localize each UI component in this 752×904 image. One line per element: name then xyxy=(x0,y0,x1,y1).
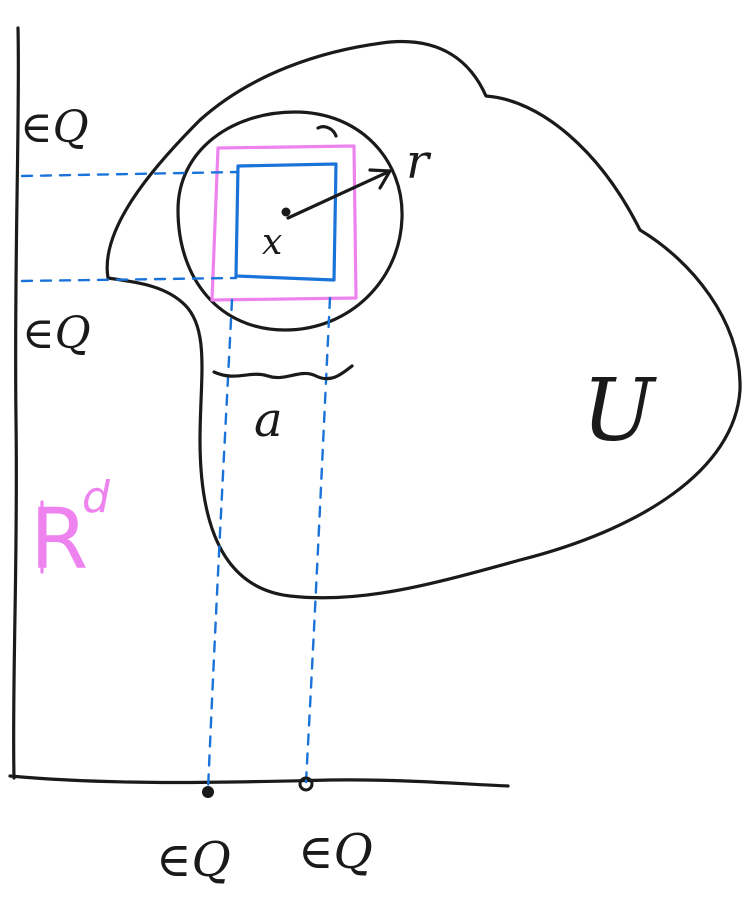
radius-label: r xyxy=(406,134,432,190)
x-rational-label-left: ∈Q xyxy=(156,832,231,888)
open-set-u xyxy=(105,39,742,600)
center-dot xyxy=(281,207,291,217)
ball-circle xyxy=(176,110,404,332)
inner-cube xyxy=(234,162,338,282)
space-label-exponent: d xyxy=(82,472,111,523)
side-brace xyxy=(212,364,354,381)
y-projection-top xyxy=(20,170,240,178)
side-label: a xyxy=(254,392,283,448)
outer-cube xyxy=(210,144,358,302)
x-point-left xyxy=(202,786,214,798)
x-projection-right xyxy=(304,296,332,784)
center-label: x xyxy=(262,222,282,263)
y-axis xyxy=(11,26,21,780)
x-axis xyxy=(8,774,510,788)
y-rational-label-bottom: ∈Q xyxy=(22,308,91,359)
radius-arrow xyxy=(286,170,390,220)
x-point-right xyxy=(298,776,314,792)
y-rational-label-top: ∈Q xyxy=(20,102,89,153)
ball-stroke-tail xyxy=(316,125,338,138)
y-projection-bottom xyxy=(20,276,238,283)
x-rational-label-right: ∈Q xyxy=(298,824,373,880)
space-label: R xyxy=(30,490,88,588)
set-label-u: U xyxy=(582,361,657,461)
radius-arrowhead xyxy=(368,168,392,190)
x-projection-left xyxy=(206,298,234,792)
